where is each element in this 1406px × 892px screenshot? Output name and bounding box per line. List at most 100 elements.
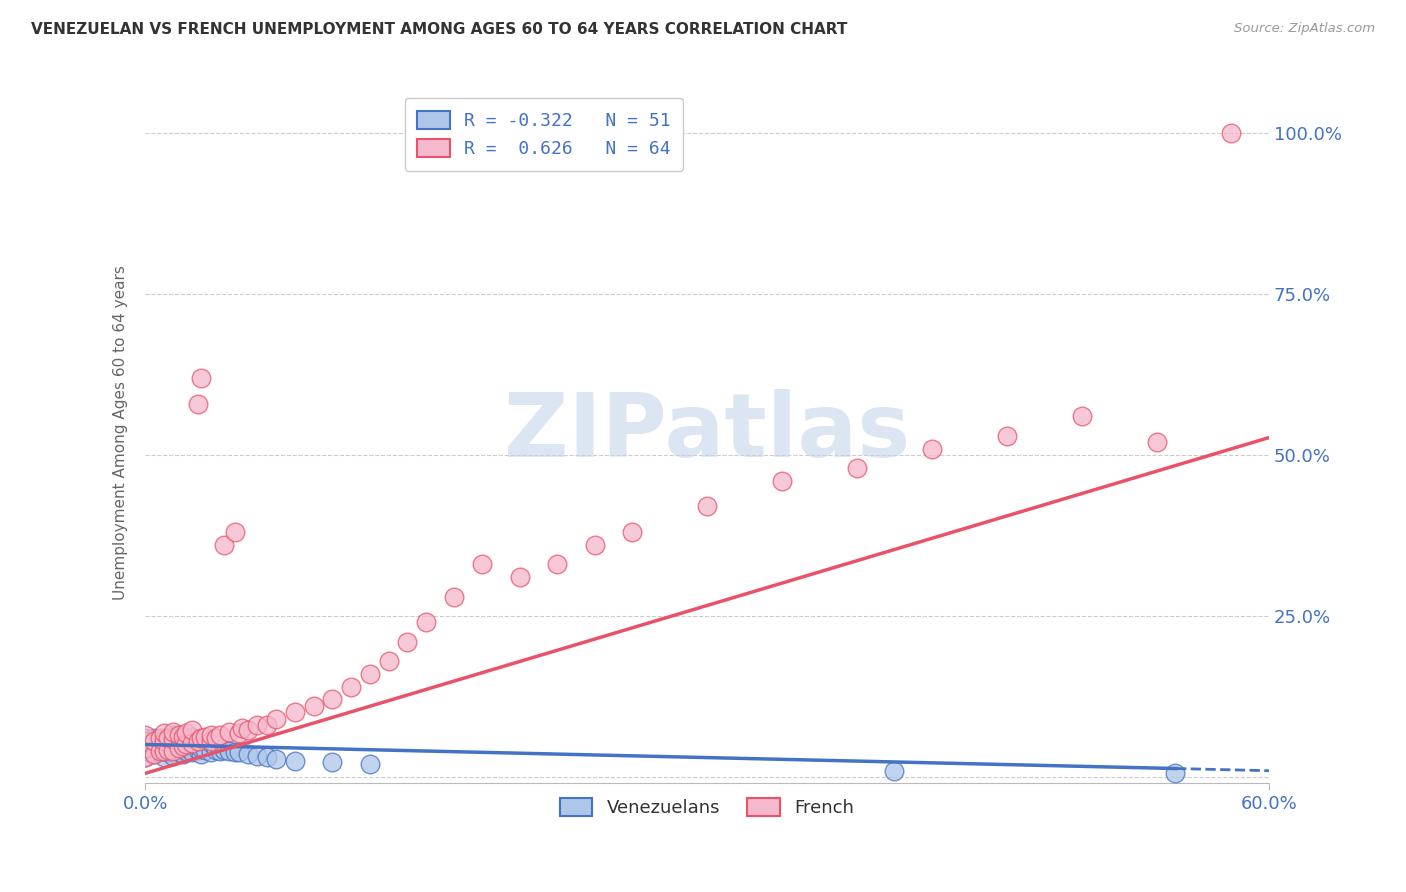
Point	[321, 692, 343, 706]
Point	[174, 726, 197, 740]
Point	[208, 744, 231, 758]
Point	[264, 712, 287, 726]
Point	[231, 722, 253, 736]
Point	[149, 744, 172, 758]
Point	[200, 734, 222, 748]
Point	[172, 747, 194, 761]
Point	[190, 747, 212, 761]
Point	[200, 745, 222, 759]
Point	[415, 615, 437, 630]
Point	[236, 723, 259, 738]
Point	[134, 744, 156, 758]
Point	[621, 525, 644, 540]
Point	[162, 749, 184, 764]
Point	[143, 747, 166, 761]
Point	[1070, 409, 1092, 424]
Point	[471, 558, 494, 572]
Point	[134, 750, 156, 764]
Point	[174, 738, 197, 752]
Point	[153, 726, 176, 740]
Point	[162, 724, 184, 739]
Point	[212, 538, 235, 552]
Point	[180, 723, 202, 738]
Point	[180, 736, 202, 750]
Point	[208, 728, 231, 742]
Point	[396, 634, 419, 648]
Point	[205, 731, 228, 745]
Point	[190, 371, 212, 385]
Point	[284, 706, 307, 720]
Point	[172, 739, 194, 753]
Point	[134, 731, 156, 745]
Point	[359, 756, 381, 771]
Point	[224, 525, 246, 540]
Point	[134, 738, 156, 752]
Point	[218, 744, 240, 758]
Point	[134, 728, 156, 742]
Point	[224, 745, 246, 759]
Point	[153, 750, 176, 764]
Point	[153, 734, 176, 748]
Point	[167, 740, 190, 755]
Point	[167, 734, 190, 748]
Point	[696, 500, 718, 514]
Point	[264, 751, 287, 765]
Point	[156, 736, 179, 750]
Point	[194, 742, 217, 756]
Point	[443, 590, 465, 604]
Point	[921, 442, 943, 456]
Point	[143, 731, 166, 745]
Point	[845, 461, 868, 475]
Point	[200, 728, 222, 742]
Point	[162, 728, 184, 742]
Point	[377, 654, 399, 668]
Point	[200, 736, 222, 750]
Point	[321, 756, 343, 770]
Point	[162, 744, 184, 758]
Point	[149, 731, 172, 745]
Legend: Venezuelans, French: Venezuelans, French	[553, 790, 862, 824]
Point	[180, 730, 202, 744]
Point	[153, 744, 176, 758]
Point	[153, 744, 176, 758]
Text: ZIPatlas: ZIPatlas	[503, 389, 910, 476]
Point	[153, 738, 176, 752]
Point	[149, 734, 172, 748]
Point	[156, 731, 179, 745]
Text: Source: ZipAtlas.com: Source: ZipAtlas.com	[1234, 22, 1375, 36]
Point	[134, 750, 156, 764]
Point	[236, 747, 259, 761]
Point	[186, 396, 208, 410]
Point	[134, 734, 156, 748]
Point	[1146, 435, 1168, 450]
Point	[228, 745, 250, 759]
Point	[509, 570, 531, 584]
Point	[284, 754, 307, 768]
Point	[156, 742, 179, 756]
Point	[149, 744, 172, 758]
Point	[172, 730, 194, 744]
Point	[162, 732, 184, 747]
Point	[218, 724, 240, 739]
Point	[256, 750, 278, 764]
Point	[186, 742, 208, 756]
Point	[190, 731, 212, 745]
Point	[162, 734, 184, 748]
Point	[228, 726, 250, 740]
Point	[246, 749, 269, 764]
Point	[212, 742, 235, 756]
Point	[883, 764, 905, 779]
Point	[153, 731, 176, 745]
Point	[205, 742, 228, 756]
Point	[156, 745, 179, 759]
Point	[190, 732, 212, 747]
Point	[546, 558, 568, 572]
Point	[180, 745, 202, 759]
Point	[583, 538, 606, 552]
Point	[143, 740, 166, 755]
Point	[143, 734, 166, 748]
Point	[1164, 766, 1187, 780]
Point	[143, 747, 166, 761]
Point	[174, 734, 197, 748]
Point	[172, 740, 194, 755]
